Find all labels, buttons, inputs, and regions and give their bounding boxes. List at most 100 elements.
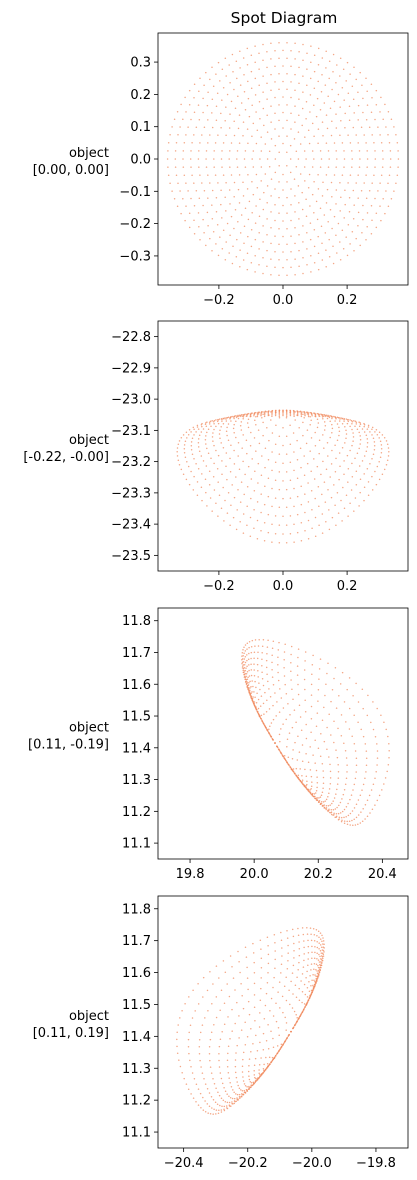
spot-point	[269, 696, 272, 698]
spot-point	[372, 728, 375, 731]
spot-point	[243, 1083, 246, 1085]
spot-point	[321, 57, 324, 59]
spot-point	[309, 205, 311, 207]
spot-point	[226, 983, 228, 985]
spot-point	[320, 966, 322, 969]
field-label: object	[69, 146, 109, 161]
spot-point	[189, 1024, 192, 1026]
spot-point	[387, 763, 390, 766]
spot-point	[319, 932, 322, 934]
spot-point	[266, 158, 269, 160]
spot-point	[188, 89, 191, 92]
spot-point	[298, 66, 300, 69]
spot-point	[274, 414, 277, 417]
spot-point	[383, 783, 385, 785]
spot-point	[185, 1083, 188, 1085]
spot-point	[328, 788, 331, 790]
spot-point	[305, 411, 308, 414]
spot-point	[222, 960, 225, 962]
spot-point	[301, 779, 304, 781]
spot-point	[336, 806, 338, 809]
spot-point	[260, 493, 262, 495]
spot-point	[322, 134, 324, 137]
spot-point	[345, 236, 347, 238]
spot-point	[319, 166, 322, 168]
spot-point	[184, 456, 187, 458]
spot-point	[325, 67, 327, 69]
spot-point	[312, 754, 314, 756]
spot-point	[310, 731, 312, 733]
spot-point	[363, 425, 365, 428]
spot-point	[317, 80, 319, 83]
spot-point	[289, 144, 292, 147]
spot-point	[219, 437, 221, 440]
spot-point	[238, 1015, 240, 1017]
spot-point	[270, 73, 272, 76]
spot-point	[293, 412, 295, 415]
spot-point	[256, 501, 259, 503]
spot-point	[298, 778, 301, 781]
spot-point	[221, 247, 224, 250]
spot-point	[278, 414, 281, 416]
spot-point	[271, 661, 273, 664]
spot-point	[243, 225, 246, 227]
spot-point	[341, 86, 344, 89]
spot-point	[352, 98, 355, 100]
spot-point	[344, 442, 346, 444]
spot-point	[340, 714, 343, 716]
spot-point	[348, 105, 351, 108]
x-tick-label: 0.2	[337, 579, 358, 594]
spot-point	[322, 955, 325, 957]
spot-point	[246, 422, 249, 424]
spot-point	[387, 110, 390, 113]
spot-point	[301, 927, 304, 929]
spot-point	[263, 540, 266, 542]
spot-point	[228, 1077, 230, 1079]
spot-point	[340, 735, 343, 737]
spot-point	[258, 715, 261, 717]
spot-point	[258, 84, 260, 87]
spot-point	[329, 763, 331, 766]
spot-point	[344, 203, 346, 206]
spot-point	[271, 412, 273, 415]
spot-point	[306, 933, 309, 935]
spot-point	[246, 1085, 248, 1088]
spot-point	[225, 241, 227, 243]
x-tick-label: 0.0	[273, 293, 294, 308]
spot-point	[300, 412, 303, 415]
spot-point	[357, 823, 359, 825]
spot-point	[266, 982, 269, 984]
spot-point	[283, 675, 286, 677]
spot-point	[314, 497, 316, 500]
spot-point	[259, 939, 262, 941]
spot-point	[253, 415, 255, 417]
spot-point	[298, 987, 300, 990]
spot-point	[221, 99, 223, 101]
spot-point	[311, 415, 313, 417]
spot-point	[249, 694, 251, 696]
spot-point	[277, 671, 279, 674]
spot-point	[309, 94, 312, 96]
spot-point	[336, 491, 339, 494]
spot-point	[211, 98, 214, 100]
spot-point	[248, 646, 250, 649]
spot-point	[317, 47, 320, 50]
spot-point	[388, 757, 390, 759]
spot-point	[280, 939, 283, 941]
spot-point	[224, 417, 226, 419]
spot-point	[220, 189, 222, 192]
spot-point	[313, 158, 315, 160]
spot-point	[227, 1072, 230, 1074]
spot-point	[359, 244, 361, 247]
spot-point	[363, 134, 365, 136]
spot-point	[260, 180, 262, 182]
spot-point	[319, 955, 321, 958]
spot-point	[246, 415, 248, 417]
spot-point	[315, 769, 318, 772]
spot-point	[268, 688, 270, 690]
spot-point	[266, 673, 268, 676]
spot-point	[219, 236, 221, 238]
spot-point	[318, 414, 320, 416]
spot-point	[251, 104, 253, 107]
spot-point	[193, 97, 195, 99]
